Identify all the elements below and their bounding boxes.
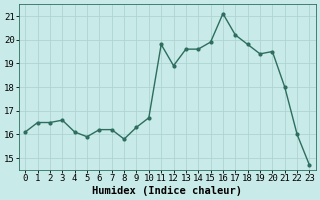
X-axis label: Humidex (Indice chaleur): Humidex (Indice chaleur) [92, 186, 242, 196]
